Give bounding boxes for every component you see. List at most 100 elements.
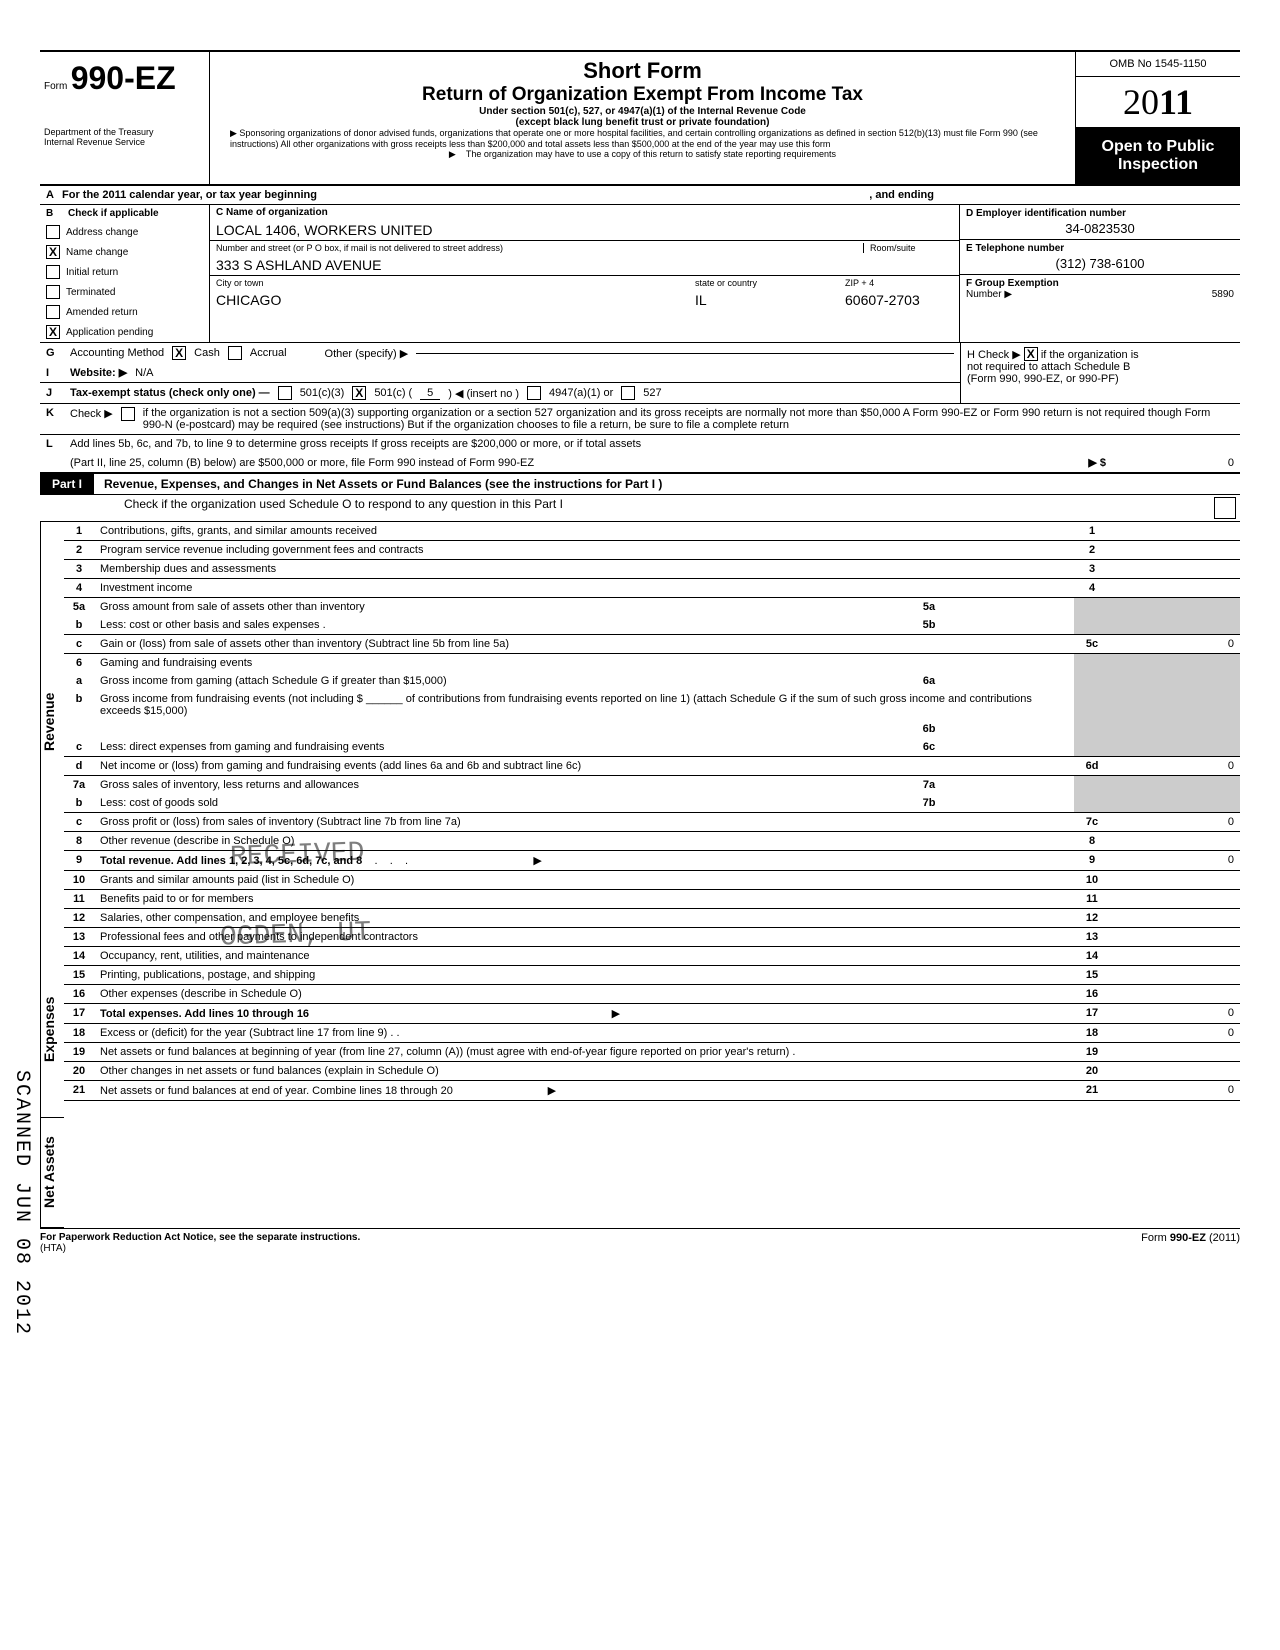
line-8-desc: Other revenue (describe in Schedule O) [94,832,1074,851]
header-left: Form 990-EZ Department of the Treasury I… [40,52,210,184]
zip-label: ZIP + 4 [839,276,959,290]
line-6d-value: 0 [1110,757,1240,776]
info-grid: BCheck if applicable Address change XNam… [40,205,1240,343]
revenue-table: 1Contributions, gifts, grants, and simil… [64,522,1240,1101]
part-1-checkrow: Check if the organization used Schedule … [40,495,1240,522]
line-13-desc: Professional fees and other payments to … [94,928,1074,947]
checkbox-k[interactable] [121,407,135,421]
l-value: 0 [1114,457,1234,469]
checkbox-cash[interactable]: X [172,346,186,360]
line-5b-desc: Less: cost or other basis and sales expe… [94,616,904,635]
column-b: BCheck if applicable Address change XNam… [40,205,210,342]
section-a-row: A For the 2011 calendar year, or tax yea… [40,186,1240,205]
year-suffix: 11 [1159,82,1193,122]
checkbox-527[interactable] [621,386,635,400]
ein-label: D Employer identification number [966,208,1234,219]
section-a-ending: , and ending [869,189,934,201]
label-4947: 4947(a)(1) or [549,387,613,399]
group-number-value: 5890 [1212,289,1234,300]
line-7c-value: 0 [1110,813,1240,832]
checkbox-terminated[interactable] [46,285,60,299]
checkbox-h[interactable]: X [1024,347,1038,361]
open-line-2: Inspection [1080,156,1236,174]
h-check-label: H Check ▶ [967,349,1021,361]
website-label: Website: ▶ [70,366,127,379]
title-return: Return of Organization Exempt From Incom… [220,84,1065,106]
checkbox-501c3[interactable] [278,386,292,400]
line-14-desc: Occupancy, rent, utilities, and maintena… [94,947,1074,966]
col-b-header: Check if applicable [68,208,159,219]
line-21-desc: Net assets or fund balances at end of ye… [94,1081,1074,1101]
city-label: City or town [210,276,689,290]
side-expenses: Expenses [40,942,64,1118]
website-value: N/A [135,367,153,379]
checkbox-name-change[interactable]: X [46,245,60,259]
section-a-text: For the 2011 calendar year, or tax year … [62,189,317,201]
copy-text-content: The organization may have to use a copy … [466,149,836,159]
k-label: Check ▶ [70,407,113,420]
tax-year: 2011 [1076,77,1240,128]
group-exempt-row: F Group Exemption Number ▶ 5890 [960,275,1240,303]
checkbox-schedule-o[interactable] [1214,497,1236,519]
zip-value: 60607-2703 [839,290,959,310]
street-address: 333 S ASHLAND AVENUE [210,255,959,276]
h-text-2: not required to attach Schedule B [967,361,1234,373]
side-netassets: Net Assets [40,1118,64,1228]
line-6d-desc: Net income or (loss) from gaming and fun… [94,757,1074,776]
form-number: 990-EZ [71,60,176,96]
k-text: if the organization is not a section 509… [143,407,1234,431]
label-terminated: Terminated [66,287,115,298]
line-6b-desc: Gross income from fundraising events (no… [94,690,1074,720]
stamp-scanned: SCANNED JUN 08 2012 [10,1070,33,1336]
checkbox-initial-return[interactable] [46,265,60,279]
line-11-desc: Benefits paid to or for members [94,890,1074,909]
l-text-2: (Part II, line 25, column (B) below) are… [70,457,534,469]
line-5a-desc: Gross amount from sale of assets other t… [94,598,904,617]
line-18-desc: Excess or (deficit) for the year (Subtra… [94,1024,1074,1043]
col-c-label: C Name of organization [210,205,959,220]
line-9-value: 0 [1110,851,1240,871]
row-l: L Add lines 5b, 6c, and 7b, to line 9 to… [40,435,1240,453]
line-5c-desc: Gain or (loss) from sale of assets other… [94,635,1074,654]
label-501c3: 501(c)(3) [300,387,345,399]
open-line-1: Open to Public [1080,138,1236,156]
org-name: LOCAL 1406, WORKERS UNITED [210,220,959,241]
form-header: Form 990-EZ Department of the Treasury I… [40,52,1240,186]
line-15-desc: Printing, publications, postage, and shi… [94,966,1074,985]
tax-exempt-label: Tax-exempt status (check only one) — [70,387,270,399]
part-1-label: Part I [40,474,94,494]
label-app-pending: Application pending [66,327,153,338]
label-501c: 501(c) ( [374,387,412,399]
label-accrual: Accrual [250,347,287,359]
checkbox-app-pending[interactable]: X [46,325,60,339]
sponsor-text-content: Sponsoring organizations of donor advise… [230,128,1038,149]
form-prefix: Form [44,81,67,92]
page-footer: For Paperwork Reduction Act Notice, see … [40,1228,1240,1257]
column-d: D Employer identification number 34-0823… [960,205,1240,342]
line-5c-value: 0 [1110,635,1240,654]
sponsor-text: ▶ Sponsoring organizations of donor advi… [220,128,1065,149]
open-to-public: Open to Public Inspection [1076,128,1240,184]
label-insert-no: ) ◀ (insert no ) [448,387,519,400]
phone-row: E Telephone number (312) 738-6100 [960,240,1240,275]
line-6-desc: Gaming and fundraising events [94,654,1074,673]
street-label: Number and street (or P O box, if mail i… [216,243,863,253]
city-value: CHICAGO [210,290,689,310]
label-cash: Cash [194,347,220,359]
group-label: F Group Exemption [966,278,1234,289]
line-7a-desc: Gross sales of inventory, less returns a… [94,776,904,795]
label-address-change: Address change [66,227,138,238]
line-7b-desc: Less: cost of goods sold [94,794,904,813]
checkbox-amended[interactable] [46,305,60,319]
checkbox-501c[interactable]: X [352,386,366,400]
column-c: C Name of organization LOCAL 1406, WORKE… [210,205,960,342]
l-text-1: Add lines 5b, 6c, and 7b, to line 9 to d… [70,438,641,450]
checkbox-4947[interactable] [527,386,541,400]
label-527: 527 [643,387,661,399]
checkbox-accrual[interactable] [228,346,242,360]
room-label: Room/suite [863,243,953,253]
ein-row: D Employer identification number 34-0823… [960,205,1240,240]
line-6a-desc: Gross income from gaming (attach Schedul… [94,672,904,690]
dept-treasury: Department of the Treasury [44,127,205,137]
checkbox-address-change[interactable] [46,225,60,239]
